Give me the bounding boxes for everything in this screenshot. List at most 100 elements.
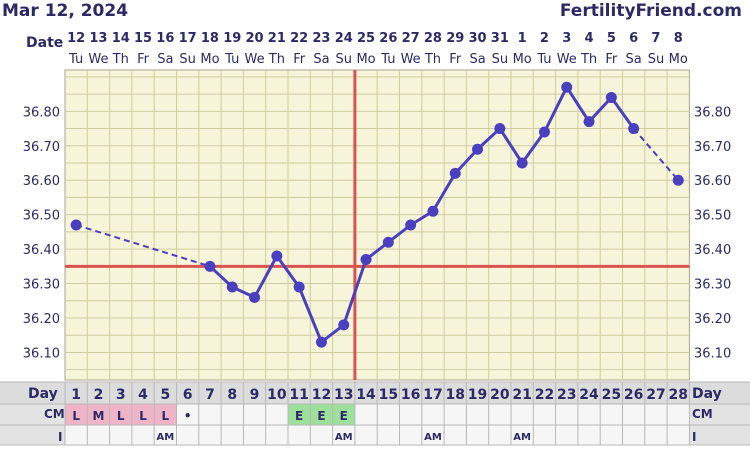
temperature-gap-line (632, 127, 680, 181)
y-tick-label-left: 36.70 (23, 140, 60, 155)
cycle-day-label: 14 (356, 387, 376, 403)
cycle-day-label: 17 (423, 387, 442, 403)
i-row-label-right: I (692, 430, 696, 444)
temperature-point (427, 205, 439, 217)
weekday-label: Su (492, 52, 509, 67)
weekday-label: Tu (380, 52, 395, 67)
temperature-point (315, 336, 327, 348)
cycle-day-label: 8 (227, 387, 237, 403)
weekday-label: Su (648, 52, 665, 67)
cycle-day-label: 1 (71, 387, 81, 403)
temperature-line (543, 86, 569, 133)
temperature-point (226, 281, 238, 293)
header-brand: FertilityFriend.com (560, 1, 742, 21)
temperature-line (498, 127, 524, 164)
cycle-day-label: 11 (289, 387, 308, 403)
weekday-label: Sa (469, 52, 485, 67)
weekday-label: Mo (513, 52, 532, 67)
weekday-label: Fr (449, 52, 462, 67)
cycle-day-label: 28 (669, 387, 688, 403)
y-tick-label-left: 36.50 (23, 209, 60, 224)
temperature-point (672, 174, 684, 186)
date-label: 12 (67, 31, 85, 46)
temperature-line (342, 258, 368, 326)
weekday-label: Mo (356, 52, 375, 67)
y-tick-label-right: 36.10 (694, 346, 731, 361)
temperature-point (204, 260, 216, 272)
weekday-label: Tu (536, 52, 551, 67)
y-tick-label-left: 36.20 (23, 312, 60, 327)
weekday-label: Tu (68, 52, 83, 67)
cycle-day-label: 10 (267, 387, 287, 403)
cycle-day-label: 19 (468, 387, 487, 403)
i-row-label-left: I (58, 430, 62, 444)
temperature-line (275, 255, 301, 288)
cycle-day-label: 6 (183, 387, 193, 403)
temperature-line (520, 131, 546, 164)
date-label: 18 (201, 31, 219, 46)
date-label: 14 (112, 31, 130, 46)
weekday-label: Th (112, 52, 129, 67)
weekday-label: Mo (669, 52, 688, 67)
y-tick-label-right: 36.70 (694, 140, 731, 155)
y-tick-label-left: 36.80 (23, 105, 60, 120)
temperature-point (293, 281, 305, 293)
date-label: 8 (674, 31, 683, 46)
y-tick-label-right: 36.60 (694, 174, 731, 189)
y-tick-label-right: 36.40 (694, 243, 731, 258)
header-date: Mar 12, 2024 (2, 1, 128, 21)
date-label: 20 (246, 31, 264, 46)
temperature-point (494, 123, 506, 135)
weekday-label: Sa (626, 52, 642, 67)
weekday-label: Th (580, 52, 597, 67)
date-label: 23 (312, 31, 330, 46)
cm-label: E (340, 409, 348, 423)
weekday-label: Fr (293, 52, 306, 67)
date-label: 2 (540, 31, 549, 46)
date-label: 15 (134, 31, 152, 46)
plot-area: 12Tu13We14Th15Fr16Sa17Su18Mo19Tu20We21Th… (0, 31, 750, 446)
temperature-point (338, 319, 350, 331)
cycle-day-label: 22 (535, 387, 554, 403)
weekday-label: Tu (224, 52, 239, 67)
cm-row-label-left: CM (44, 407, 65, 421)
weekday-label: We (557, 52, 577, 67)
cycle-day-label: 26 (624, 387, 643, 403)
cm-cell-fill (131, 404, 155, 425)
cm-label: L (139, 409, 147, 423)
cm-cell-fill (154, 404, 177, 425)
cycle-day-label: 16 (401, 387, 420, 403)
weekday-label: We (245, 52, 265, 67)
temperature-point (271, 250, 283, 262)
date-label: 21 (268, 31, 286, 46)
cm-cell-fill (109, 404, 132, 425)
weekday-label: Fr (137, 52, 150, 67)
temperature-point (70, 219, 82, 231)
date-label: 17 (179, 31, 197, 46)
cycle-day-label: 18 (446, 387, 465, 403)
cycle-day-label: 4 (138, 387, 148, 403)
temperature-point (605, 92, 617, 104)
cycle-day-label: 21 (512, 387, 531, 403)
weekday-label: Th (424, 52, 441, 67)
day-row-background (0, 382, 750, 404)
temperature-point (472, 143, 484, 155)
weekday-label: Su (179, 52, 196, 67)
y-tick-label-left: 36.30 (23, 278, 60, 293)
date-label: 6 (629, 31, 638, 46)
date-label: 7 (651, 31, 660, 46)
temperature-line (610, 96, 635, 130)
cycle-day-label: 7 (205, 387, 215, 403)
weekday-label: Su (336, 52, 353, 67)
day-row-label-right: Day (692, 386, 722, 402)
temperature-point (449, 167, 461, 179)
date-label: 24 (335, 31, 353, 46)
y-tick-label-left: 36.60 (23, 174, 60, 189)
weekday-label: We (401, 52, 421, 67)
date-label: 30 (469, 31, 487, 46)
temperature-line (431, 172, 457, 212)
date-label: 31 (491, 31, 509, 46)
weekday-label: Mo (200, 52, 219, 67)
weekday-label: Th (268, 52, 285, 67)
